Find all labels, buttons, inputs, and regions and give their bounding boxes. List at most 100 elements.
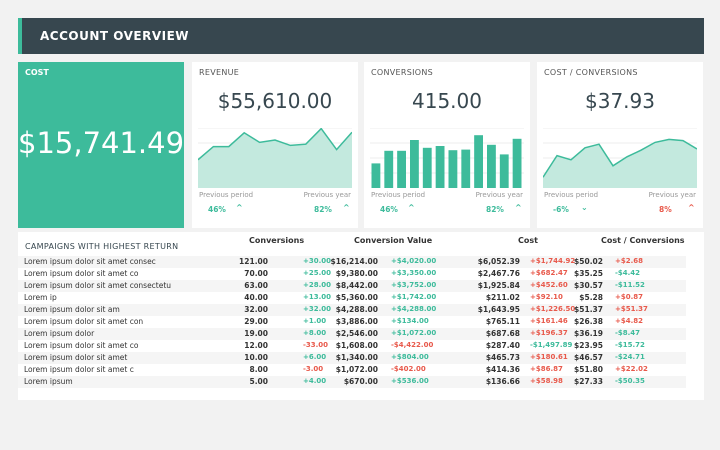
table-row[interactable]: Lorem ipsum dolor sit amet consectetu 63.… (18, 280, 686, 292)
cost-per-conversion-delta: +$51.37 (615, 305, 648, 313)
conversion-value-delta: +$1,072.00 (391, 329, 437, 337)
bar (410, 140, 419, 188)
cost-per-conversion: $36.19 (574, 329, 603, 338)
previous-period-value: 46% (208, 205, 226, 214)
conversion-value: $3,886.00 (335, 317, 378, 326)
conversions-delta: -3.00 (303, 365, 324, 373)
campaign-name: Lorem ipsum dolor sit amet co (24, 341, 139, 350)
conversions-delta: +25.00 (303, 269, 332, 277)
conversion-value: $8,442.00 (335, 281, 378, 290)
cost: $2,467.76 (477, 269, 520, 278)
campaign-name: Lorem ipsum dolor sit am (24, 305, 120, 314)
up-arrow-icon: ^ (236, 203, 243, 212)
conversions: 121.00 (239, 257, 268, 266)
conversions-delta: +1.00 (303, 317, 327, 325)
campaign-name: Lorem ipsum dolor (24, 329, 95, 338)
conversion-value-delta: +$1,742.00 (391, 293, 437, 301)
conversion-value: $1,340.00 (335, 353, 378, 362)
conversions: 40.00 (244, 293, 268, 302)
conversion-value-delta: +$4,288.00 (391, 305, 437, 313)
metric-card: REVENUE $55,610.00 Previous period Previ… (192, 62, 358, 228)
cost: $287.40 (485, 341, 520, 350)
table-row[interactable]: Lorem ipsum dolor sit amet c 8.00 -3.00 $1,… (18, 364, 686, 376)
sparkline-chart (198, 128, 352, 188)
table-row[interactable]: Lorem ipsum dolor sit amet con 29.00 +1.00… (18, 316, 686, 328)
conversions: 5.00 (249, 377, 268, 386)
conversions: 8.00 (249, 365, 268, 374)
cost-delta: +$682.47 (530, 269, 568, 277)
previous-year-value: 82% (486, 205, 504, 214)
table-row[interactable]: Lorem ipsum dolor sit amet 10.00 +6.00 $1,3… (18, 352, 686, 364)
cost-per-conversion: $46.57 (574, 353, 603, 362)
conversions-delta: +6.00 (303, 353, 327, 361)
cost-per-conversion: $35.25 (574, 269, 603, 278)
bar (512, 138, 522, 188)
up-arrow-icon: ^ (688, 203, 695, 212)
sparkline-chart (370, 128, 524, 188)
conversions-delta: +32.00 (303, 305, 332, 313)
conversion-value: $670.00 (343, 377, 378, 386)
cost-label: COST (25, 68, 49, 77)
conversion-value: $1,608.00 (335, 341, 378, 350)
cost-per-conversion: $27.33 (574, 377, 603, 386)
conversion-value: $5,360.00 (335, 293, 378, 302)
card-label: COST / CONVERSIONS (544, 68, 638, 77)
cost-per-conversion-delta: +$0.87 (615, 293, 644, 301)
metric-card: CONVERSIONS 415.00 Previous period Previ… (364, 62, 530, 228)
table-row[interactable]: Lorem ipsum dolor sit amet consec 121.00 +… (18, 256, 686, 268)
cost-per-conversion-delta: -$11.52 (615, 281, 645, 289)
bar (435, 146, 445, 188)
area-fill (198, 128, 352, 188)
line-series (198, 128, 352, 161)
card-label: REVENUE (199, 68, 240, 77)
cost: $136.66 (485, 377, 520, 386)
conversion-value-delta: +$3,350.00 (391, 269, 437, 277)
conversion-value: $4,288.00 (335, 305, 378, 314)
campaign-name: Lorem ipsum dolor sit amet con (24, 317, 144, 326)
header-cost-per-conversion: Cost / Conversions (601, 236, 685, 245)
cost: $414.36 (485, 365, 520, 374)
previous-period-label: Previous period (199, 191, 254, 199)
bar (499, 154, 509, 188)
page-title: ACCOUNT OVERVIEW (40, 29, 190, 43)
cost-per-conversion: $26.38 (574, 317, 603, 326)
previous-period-label: Previous period (544, 191, 599, 199)
cost-card: COST $15,741.49 (18, 62, 184, 228)
campaign-name: Lorem ipsum dolor sit amet consec (24, 257, 156, 266)
conversions-delta: +4.00 (303, 377, 327, 385)
cost-delta: -$1,497.89 (530, 341, 573, 349)
conversions: 12.00 (244, 341, 268, 350)
table-row[interactable]: Lorem ip 40.00 +13.00 $5,360.00 +$1,742.00 $2… (18, 292, 686, 304)
previous-year-label: Previous year (303, 191, 351, 199)
table-row[interactable]: Lorem ipsum dolor sit amet co 12.00 -33.00… (18, 340, 686, 352)
header-cost: Cost (518, 236, 538, 245)
cost-delta: +$86.87 (530, 365, 563, 373)
cost: $687.68 (485, 329, 520, 338)
table-row[interactable]: Lorem ipsum 5.00 +4.00 $670.00 +$536.00 $136.… (18, 376, 686, 388)
conversion-value: $9,380.00 (335, 269, 378, 278)
card-value: $37.93 (585, 89, 655, 113)
previous-year-label: Previous year (475, 191, 523, 199)
cost-delta: +$1,226.50 (530, 305, 576, 313)
bar (461, 149, 471, 188)
card-value: $55,610.00 (217, 89, 333, 113)
table-row[interactable]: Lorem ipsum dolor sit am 32.00 +32.00 $4,28… (18, 304, 686, 316)
cost-delta: +$161.46 (530, 317, 568, 325)
table-row[interactable]: Lorem ipsum dolor 19.00 +8.00 $2,546.00 +$1,… (18, 328, 686, 340)
cost-delta: +$1,744.92 (530, 257, 576, 265)
cost-value: $15,741.49 (18, 126, 185, 160)
up-arrow-icon: ^ (408, 203, 415, 212)
conversions: 19.00 (244, 329, 268, 338)
bar (397, 150, 406, 188)
cost-per-conversion-delta: -$15.72 (615, 341, 645, 349)
previous-year-value: 82% (314, 205, 332, 214)
bar (487, 144, 496, 188)
campaign-name: Lorem ipsum dolor sit amet co (24, 269, 139, 278)
conversions-delta: +28.00 (303, 281, 332, 289)
table-title: CAMPAIGNS WITH HIGHEST RETURN (25, 242, 179, 251)
cost: $465.73 (485, 353, 520, 362)
sparkline-chart (543, 128, 697, 188)
conversion-value-delta: -$402.00 (391, 365, 426, 373)
table-row[interactable]: Lorem ipsum dolor sit amet co 70.00 +25.00… (18, 268, 686, 280)
cost-delta: +$452.60 (530, 281, 568, 289)
